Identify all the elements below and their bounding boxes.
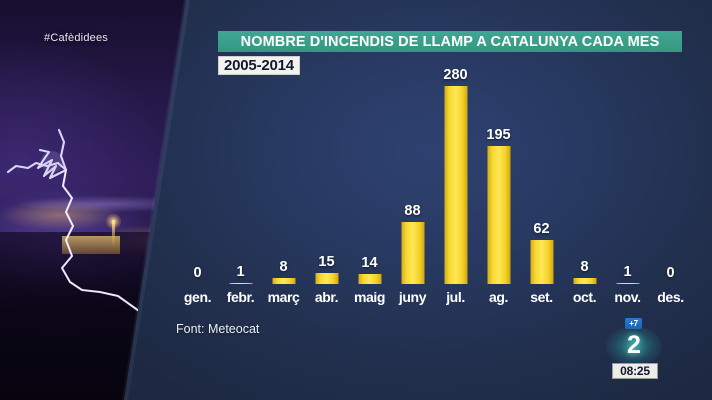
x-axis-label: oct. (572, 289, 597, 305)
channel-logo-glow (606, 326, 662, 366)
x-axis-label: juny (398, 289, 427, 305)
x-axis-label: des. (657, 289, 684, 305)
x-axis-label: nov. (614, 289, 641, 305)
x-axis-label: febr. (226, 289, 255, 305)
bar-column: 15 (305, 70, 348, 284)
x-axis-label: gen. (183, 289, 212, 305)
bar (530, 240, 553, 284)
bar-value-label: 1 (236, 264, 245, 280)
bar (573, 278, 596, 284)
bar-column: 14 (348, 70, 391, 284)
x-axis-label: maig (353, 289, 386, 305)
bar-value-label: 195 (486, 127, 511, 143)
bar-column: 1 (606, 70, 649, 284)
x-axis-label: abr. (314, 289, 339, 305)
bar-column: 62 (520, 70, 563, 284)
on-screen-clock: 08:25 (612, 363, 658, 379)
bar-value-label: 8 (580, 259, 589, 275)
chart-source-note: Font: Meteocat (176, 322, 260, 336)
bar (358, 274, 381, 284)
bar-value-label: 88 (404, 203, 421, 219)
chart-subtitle-box: 2005-2014 (218, 56, 300, 75)
bar-column: 195 (477, 70, 520, 284)
bar-column: 88 (391, 70, 434, 284)
bar (401, 222, 424, 284)
bar-value-label: 1 (623, 264, 632, 280)
bar-column: 8 (563, 70, 606, 284)
bar-chart: 0 1 8 15 14 88 280 195 62 8 1 0 (176, 67, 692, 284)
channel-logo: 2 (627, 330, 641, 359)
chart-subtitle: 2005-2014 (224, 57, 294, 74)
bar (229, 283, 252, 284)
age-rating-badge: +7 (625, 318, 642, 329)
bar-column: 1 (219, 70, 262, 284)
lightning-bolt-icon (6, 128, 164, 400)
bar-column: 280 (434, 67, 477, 284)
bar-value-label: 14 (361, 255, 378, 271)
bar-column: 0 (649, 70, 692, 284)
bar-value-label: 8 (279, 259, 288, 275)
bar (444, 86, 467, 284)
program-hashtag: #Cafèdidees (44, 32, 108, 44)
x-axis-label: set. (530, 289, 553, 305)
bar-column: 8 (262, 70, 305, 284)
x-axis-label: ag. (488, 289, 509, 305)
x-axis-labels: gen. febr. març abr. maig juny jul. ag. set. oct.… (176, 289, 692, 309)
bar-value-label: 0 (666, 265, 675, 281)
x-axis-label: març (267, 289, 300, 305)
lit-building (62, 236, 120, 254)
x-axis-label: jul. (446, 289, 465, 305)
street-lamp-light (106, 214, 121, 229)
bar (315, 273, 338, 284)
bar-value-label: 15 (318, 254, 335, 270)
bar (487, 146, 510, 284)
bar (272, 278, 295, 284)
street-lamp-pole (112, 220, 115, 248)
bar-value-label: 62 (533, 221, 550, 237)
chart-title: NOMBRE D'INCENDIS DE LLAMP A CATALUNYA C… (240, 33, 660, 50)
bar-value-label: 280 (443, 67, 468, 83)
chart-title-banner: NOMBRE D'INCENDIS DE LLAMP A CATALUNYA C… (218, 31, 682, 52)
bar (616, 283, 639, 284)
bar-column: 0 (176, 70, 219, 284)
bar-value-label: 0 (193, 265, 202, 281)
